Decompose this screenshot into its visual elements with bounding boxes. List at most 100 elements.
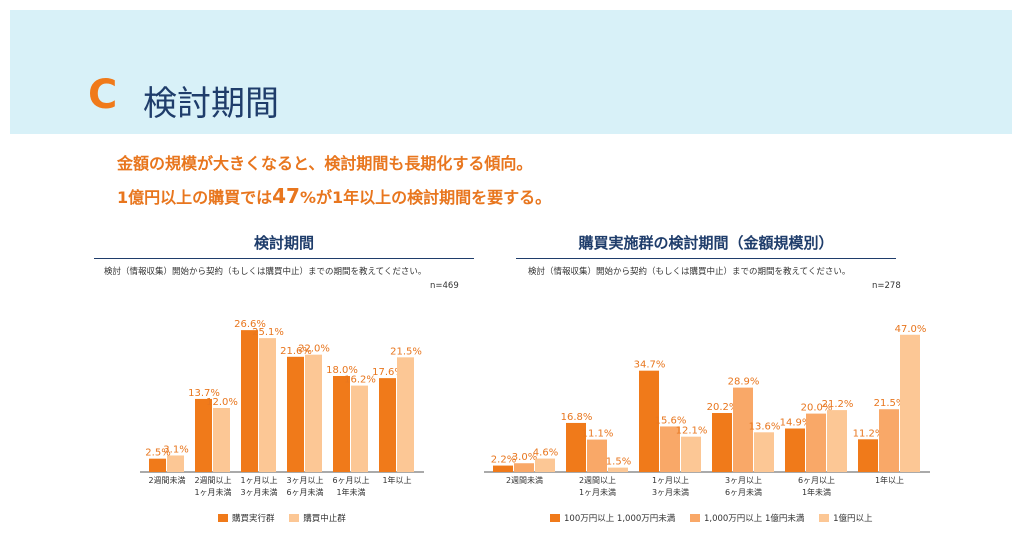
chart1-data-label: 17.6% — [372, 367, 404, 378]
chart1-bar — [379, 378, 396, 472]
chart1-legend-swatch-1 — [218, 514, 228, 522]
chart2-legend-item-2: 1,000万円以上 1億円未満 — [689, 512, 805, 524]
chart1-tick-label: 1年未満 — [336, 487, 365, 497]
chart2-bar — [733, 387, 753, 472]
chart2-legend-label-2: 1,000万円以上 1億円未満 — [703, 514, 805, 524]
chart1-data-label: 2.5% — [145, 448, 170, 459]
chart1-bar — [259, 338, 276, 472]
chart2-legend-swatch-2 — [689, 514, 700, 522]
chart2-tick-label: 2週間以上 — [579, 476, 616, 485]
chart1-legend-label-2: 購買中止群 — [303, 514, 346, 524]
section-title: 検討期間 — [143, 84, 279, 124]
chart2-tick-label: 1年未満 — [802, 487, 831, 497]
chart1-data-label: 22.0% — [298, 344, 330, 355]
chart1-bar — [397, 357, 414, 472]
chart1-bar — [195, 398, 212, 472]
chart1-legend-item-1: 購買実行群 — [218, 512, 275, 524]
chart1-title: 検討期間 — [253, 234, 314, 252]
chart2-legend-item-1: 100万円以上 1,000万円未満 — [550, 512, 675, 524]
chart2-data-label: 34.7% — [634, 360, 666, 371]
chart2-bar — [566, 422, 586, 472]
lead-line-2: 1億円以上の購買では47%が1年以上の検討期間を要する。 — [117, 184, 551, 208]
chart1-bar — [213, 408, 230, 472]
chart1-legend-label-1: 購買実行群 — [232, 514, 275, 524]
chart2-bar — [681, 436, 701, 472]
chart2-data-label: 20.2% — [707, 402, 739, 413]
chart2-data-label: 21.5% — [874, 398, 906, 409]
chart2-data-label: 2.2% — [491, 455, 516, 466]
chart1-tick-label: 6ヶ月以上 — [332, 476, 369, 485]
chart2-tick-label: 3ヶ月以上 — [725, 476, 762, 485]
chart1-bar — [305, 354, 322, 472]
chart2-title-rule — [516, 258, 896, 259]
chart2-tick-label: 6ヶ月未満 — [725, 487, 762, 497]
chart2-tick-label: 6ヶ月以上 — [798, 476, 835, 485]
chart1-tick-label: 1ヶ月以上 — [240, 476, 277, 485]
chart1-data-label: 25.1% — [252, 327, 284, 338]
chart2-tick-label: 1年以上 — [875, 475, 904, 485]
chart2-question: 検討（情報収集）開始から契約（もしくは購買中止）までの期間を教えてください。 — [528, 267, 851, 277]
chart2-bar — [608, 467, 628, 472]
chart1-title-rule — [94, 258, 474, 259]
chart2-bar — [785, 428, 805, 472]
chart2-legend-swatch-3 — [819, 514, 830, 522]
chart2-data-label: 47.0% — [895, 324, 927, 335]
chart2-data-label: 1.5% — [606, 457, 631, 468]
chart1-data-label: 16.2% — [344, 375, 376, 386]
chart2-data-label: 4.6% — [533, 448, 558, 459]
chart2-bar — [535, 458, 555, 472]
lead-line-2-after: %が1年以上の検討期間を要する。 — [299, 188, 552, 207]
chart2-bar — [514, 463, 534, 472]
chart1-plot: 2.5%3.1% 2週間未満 13.7%12.0% 2週間以上 1ヶ月未満 26.6%25… — [140, 319, 424, 497]
chart1-tick-label: 3ヶ月以上 — [286, 476, 323, 485]
chart2-bar — [639, 370, 659, 472]
chart2-data-label: 28.9% — [728, 377, 760, 388]
chart2-legend-label-3: 1億円以上 — [833, 514, 873, 524]
chart1-legend-swatch-2 — [289, 514, 300, 522]
chart2-data-label: 11.2% — [853, 428, 885, 439]
header-banner — [10, 10, 1012, 134]
chart1-tick-label: 6ヶ月未満 — [286, 487, 323, 497]
chart1-bar — [241, 330, 258, 472]
chart2-data-label: 14.9% — [780, 417, 812, 428]
chart2-bar — [754, 432, 774, 472]
chart2-bar — [900, 334, 920, 472]
chart2-data-label: 20.0% — [801, 403, 833, 414]
chart1-tick-label: 2週間未満 — [148, 475, 185, 485]
chart2-data-label: 21.2% — [822, 399, 854, 410]
chart1-legend-item-2: 購買中止群 — [289, 512, 346, 524]
chart1-bar — [333, 376, 350, 472]
chart2-data-label: 11.1% — [582, 429, 614, 440]
chart2-data-label: 15.6% — [655, 415, 687, 426]
chart2-data-label: 16.8% — [561, 412, 593, 423]
chart2-data-label: 13.6% — [749, 421, 781, 432]
chart2-bar — [806, 413, 826, 472]
chart2-bar — [587, 439, 607, 472]
section-letter: C — [88, 72, 118, 118]
chart1-bar — [149, 458, 166, 472]
lead-line-2-before: 1億円以上の購買では — [117, 188, 273, 207]
chart2-tick-label: 1ヶ月以上 — [652, 476, 689, 485]
chart2-legend-label-1: 100万円以上 1,000万円未満 — [564, 514, 676, 524]
chart2-tick-label: 3ヶ月未満 — [652, 487, 689, 497]
chart2-legend-swatch-1 — [550, 514, 560, 522]
chart1-legend: 購買実行群 購買中止群 — [218, 512, 358, 524]
chart2-data-label: 12.1% — [676, 426, 708, 437]
chart2-tick-label: 1ヶ月未満 — [579, 487, 616, 497]
chart2-legend: 100万円以上 1,000万円未満 1,000万円以上 1億円未満 1億円以上 — [550, 512, 885, 524]
chart2-n: n=278 — [872, 281, 901, 291]
chart2-title: 購買実施群の検討期間（金額規模別） — [578, 234, 834, 252]
lead-line-2-emphasis: 47 — [272, 184, 300, 208]
lead-line-1: 金額の規模が大きくなると、検討期間も長期化する傾向。 — [117, 154, 533, 173]
chart2-legend-item-3: 1億円以上 — [819, 512, 873, 524]
chart1-question: 検討（情報収集）開始から契約（もしくは購買中止）までの期間を教えてください。 — [104, 267, 427, 277]
chart1-tick-label: 2週間以上 — [194, 476, 231, 485]
chart1-data-label: 12.0% — [206, 397, 238, 408]
chart2-bar — [879, 409, 899, 472]
chart2-plot: 2.2%3.0%4.6% 2週間未満 16.8% 11.1% 1.5% 2週間以上 1ヶ月未… — [484, 324, 930, 497]
chart2-bar — [493, 465, 513, 472]
chart1-tick-label: 3ヶ月未満 — [240, 487, 277, 497]
chart2-bar — [660, 426, 680, 472]
chart2-bar — [712, 413, 732, 472]
chart1-bar — [351, 385, 368, 472]
